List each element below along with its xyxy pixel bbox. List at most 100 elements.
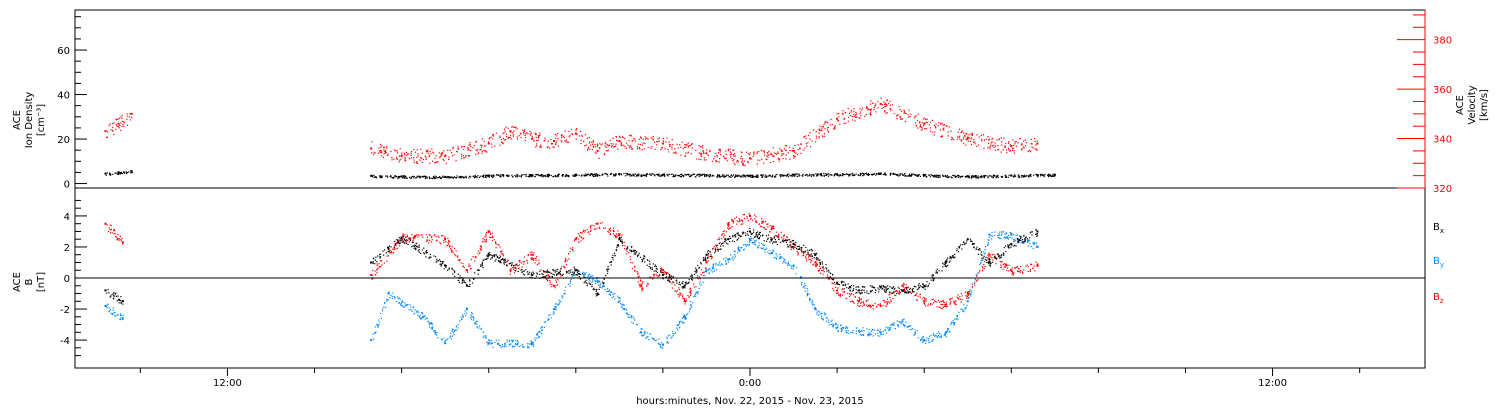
by-dot	[601, 285, 604, 287]
velocity-dot	[630, 145, 632, 147]
by-dot	[877, 329, 879, 331]
by-dot	[430, 322, 433, 324]
by-dot	[464, 310, 466, 312]
velocity-dot	[653, 141, 656, 144]
bx-dot	[404, 239, 406, 241]
velocity-dot	[113, 133, 115, 136]
bz-point	[1010, 269, 1013, 272]
velocity-dot	[749, 152, 751, 154]
velocity-dot	[457, 148, 459, 150]
by-dot	[541, 326, 543, 329]
density-dot	[372, 175, 374, 178]
bx-dot	[468, 279, 471, 281]
velocity-dot	[677, 147, 679, 149]
velocity-dot	[1028, 149, 1030, 152]
velocity-dot	[108, 124, 110, 126]
bz-dot	[518, 267, 520, 269]
bz-dot	[586, 229, 588, 231]
by-dot	[904, 324, 906, 326]
by-dot	[914, 329, 916, 331]
by-dot	[574, 274, 576, 276]
bz-dot	[526, 262, 529, 264]
velocity-dot	[686, 143, 688, 145]
bx-dot	[542, 270, 545, 272]
bz-dot	[465, 269, 467, 271]
velocity-dot	[120, 122, 122, 124]
bz-dot	[763, 227, 766, 229]
by-dot	[957, 318, 959, 320]
bx-dot	[499, 256, 502, 258]
bx-dot	[411, 241, 413, 243]
by-dot	[420, 318, 422, 320]
density-dot	[912, 173, 915, 175]
by-dot	[484, 336, 487, 338]
by-dot	[779, 256, 781, 258]
velocity-dot	[889, 104, 891, 106]
velocity-dot	[971, 132, 973, 134]
bz-dot	[463, 266, 465, 269]
by-dot	[948, 331, 951, 333]
velocity-dot	[919, 126, 921, 128]
bz-dot	[621, 234, 623, 236]
by-dot	[514, 345, 516, 348]
bx-dot	[607, 270, 609, 272]
by-dot	[1027, 239, 1029, 241]
velocity-dot	[592, 140, 595, 142]
bz-dot	[988, 260, 990, 263]
bx-dot	[505, 264, 508, 266]
bz-dot	[492, 237, 494, 239]
velocity-dot	[429, 150, 431, 153]
by-dot	[625, 312, 627, 314]
density-dot	[648, 173, 650, 176]
bz-dot	[956, 296, 958, 298]
density-dot	[490, 175, 493, 177]
bz-dot	[931, 303, 933, 305]
bz-dot	[649, 276, 652, 279]
by-dot	[643, 334, 645, 336]
bx-dot	[585, 279, 587, 281]
by-dot	[695, 295, 697, 297]
velocity-dot	[742, 164, 744, 166]
density-dot	[724, 176, 726, 178]
by-dot	[672, 330, 674, 332]
density-dot	[485, 176, 487, 179]
by-dot	[555, 303, 557, 305]
bz-dot	[420, 234, 422, 236]
velocity-dot	[490, 136, 492, 138]
density-dot	[782, 174, 784, 176]
bx-dot	[491, 254, 493, 257]
velocity-dot	[870, 110, 872, 112]
bz-dot	[518, 260, 520, 262]
density-dot	[702, 173, 704, 176]
density-dot	[902, 174, 904, 176]
bz-dot	[727, 223, 729, 226]
bz-dot	[717, 238, 719, 241]
by-dot	[835, 322, 837, 325]
density-dot	[405, 177, 407, 179]
by-dot	[446, 339, 448, 341]
bz-dot	[700, 273, 702, 276]
bz-dot	[474, 256, 476, 258]
velocity-dot	[461, 155, 463, 157]
bz-dot	[526, 259, 528, 261]
density-dot	[896, 174, 898, 176]
velocity-dot	[988, 146, 990, 148]
velocity-dot	[797, 144, 799, 146]
by-dot	[410, 306, 412, 308]
velocity-dot	[539, 134, 541, 136]
velocity-dot	[887, 102, 890, 105]
bz-dot	[1011, 267, 1013, 269]
by-dot	[437, 337, 439, 339]
bz-dot	[749, 214, 751, 216]
velocity-dot	[733, 159, 735, 161]
by-dot	[555, 308, 558, 310]
velocity-dot	[747, 152, 749, 155]
by-dot	[994, 234, 996, 237]
velocity-dot	[709, 149, 711, 152]
velocity-dot	[865, 107, 868, 109]
by-dot	[431, 328, 433, 330]
velocity-dot	[591, 143, 594, 145]
density-dot	[784, 174, 786, 177]
density-dot	[701, 174, 703, 177]
by-dot	[801, 282, 803, 284]
